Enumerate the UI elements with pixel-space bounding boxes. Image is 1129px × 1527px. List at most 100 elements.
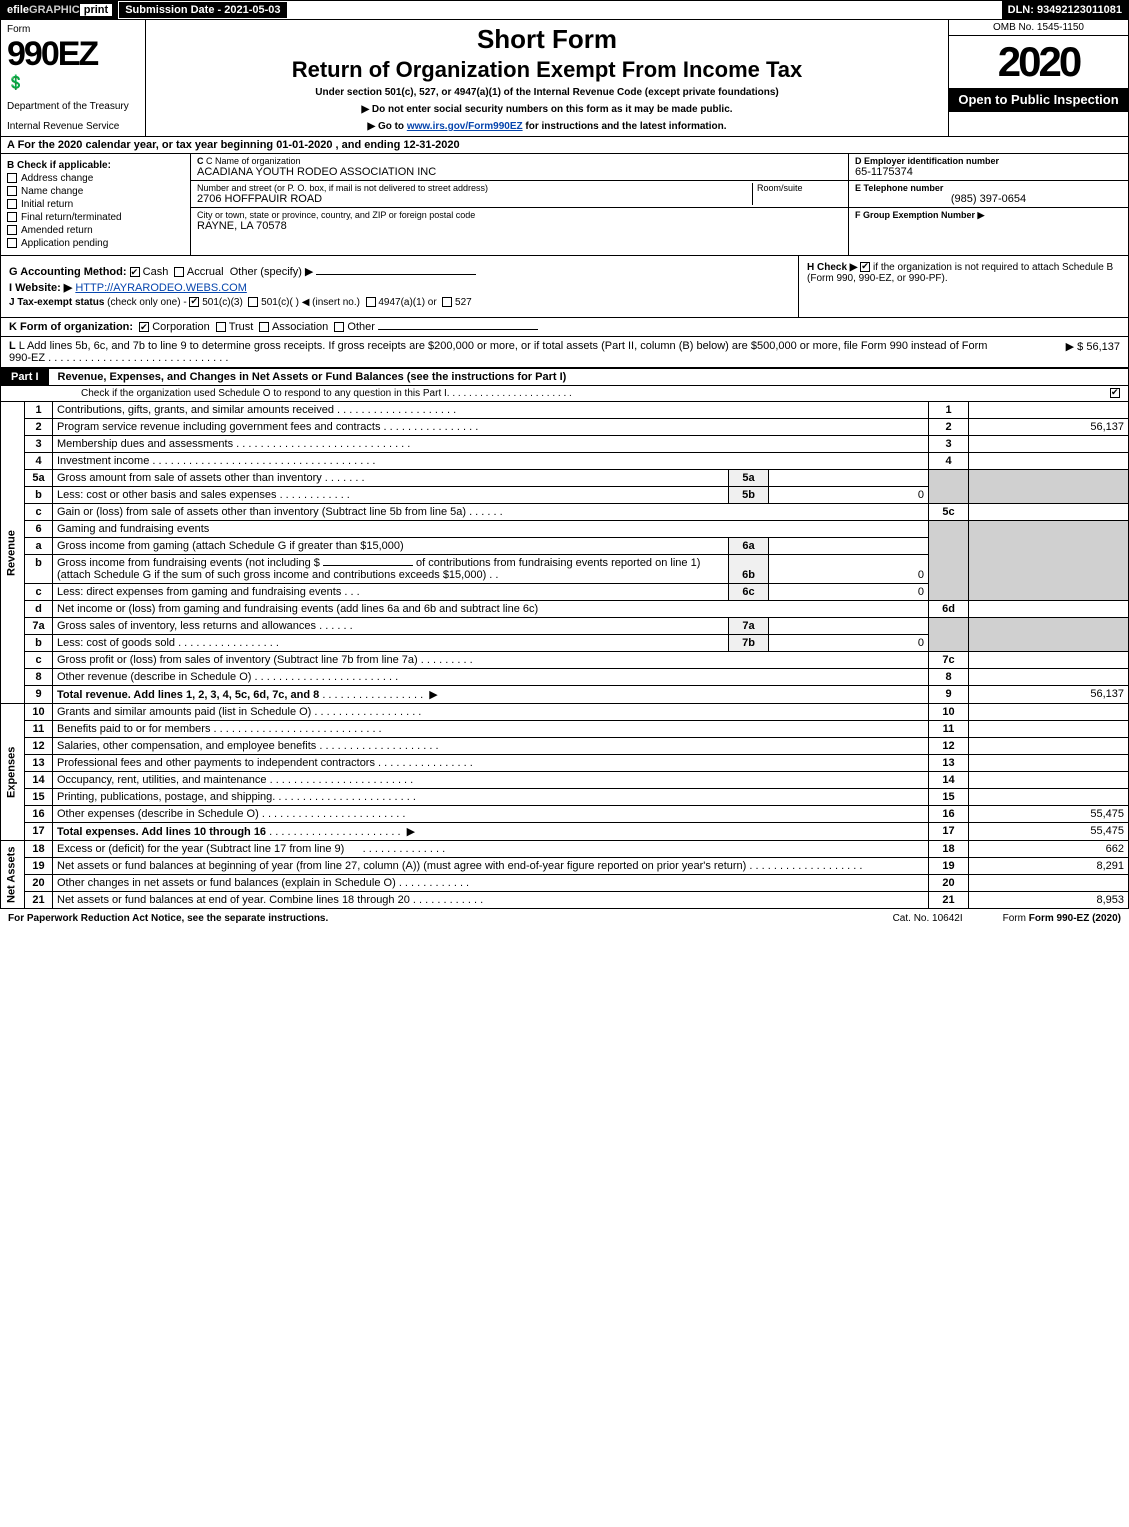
line-8: 8 Other revenue (describe in Schedule O)… bbox=[1, 669, 1129, 686]
row-a-tax-year: A For the 2020 calendar year, or tax yea… bbox=[0, 137, 1129, 154]
short-form-title: Short Form bbox=[477, 24, 617, 55]
h-right: H Check ▶ if the organization is not req… bbox=[798, 256, 1128, 317]
chk-4947[interactable] bbox=[366, 297, 376, 307]
pra-notice: For Paperwork Reduction Act Notice, see … bbox=[8, 913, 328, 924]
chk-corp[interactable] bbox=[139, 322, 149, 332]
form-word: Form bbox=[7, 24, 139, 35]
city-row: City or town, state or province, country… bbox=[191, 208, 848, 234]
tax-year: 2020 bbox=[949, 36, 1128, 88]
goto-post: for instructions and the latest informat… bbox=[525, 121, 726, 132]
part1-sub: Check if the organization used Schedule … bbox=[0, 386, 1129, 401]
chk-other[interactable] bbox=[334, 322, 344, 332]
section-b-checks: B Check if applicable: Address change Na… bbox=[1, 154, 191, 255]
part1-header: Part I Revenue, Expenses, and Changes in… bbox=[0, 368, 1129, 386]
website-link[interactable]: HTTP://AYRARODEO.WEBS.COM bbox=[75, 282, 247, 294]
line-7a: 7a Gross sales of inventory, less return… bbox=[1, 618, 1129, 635]
street-row: Number and street (or P. O. box, if mail… bbox=[191, 181, 848, 208]
chk-accrual[interactable] bbox=[174, 267, 184, 277]
open-to-public: Open to Public Inspection bbox=[949, 88, 1128, 112]
c-name-row: C C Name of organization ACADIANA YOUTH … bbox=[191, 154, 848, 181]
submission-date: Submission Date - 2021-05-03 bbox=[118, 1, 287, 19]
chk-application-pending[interactable]: Application pending bbox=[7, 238, 184, 249]
line-21: 21 Net assets or fund balances at end of… bbox=[1, 892, 1129, 909]
catalog-number: Cat. No. 10642I bbox=[893, 913, 963, 924]
line-1: Revenue 1 Contributions, gifts, grants, … bbox=[1, 402, 1129, 419]
j-tax-exempt: J Tax-exempt status (check only one) - 5… bbox=[9, 297, 790, 308]
goto-pre: ▶ Go to bbox=[367, 121, 406, 132]
part1-table: Revenue 1 Contributions, gifts, grants, … bbox=[0, 401, 1129, 909]
dept-treasury: Department of the Treasury bbox=[7, 101, 139, 112]
no-ssn-note: ▶ Do not enter social security numbers o… bbox=[361, 104, 732, 115]
l-gross-receipts: L L Add lines 5b, 6c, and 7b to line 9 t… bbox=[0, 337, 1129, 368]
g-accounting: G Accounting Method: Cash Accrual Other … bbox=[9, 265, 790, 278]
room-label: Room/suite bbox=[757, 183, 842, 193]
chk-amended-return[interactable]: Amended return bbox=[7, 225, 184, 236]
efile-print[interactable]: print bbox=[80, 4, 112, 16]
irs: Internal Revenue Service bbox=[7, 121, 139, 132]
line-5c: c Gain or (loss) from sale of assets oth… bbox=[1, 504, 1129, 521]
chk-trust[interactable] bbox=[216, 322, 226, 332]
section-c-address: C C Name of organization ACADIANA YOUTH … bbox=[191, 154, 848, 255]
chk-cash[interactable] bbox=[130, 267, 140, 277]
efile-graphic: GRAPHIC bbox=[29, 4, 80, 16]
d-ein: D Employer identification number 65-1175… bbox=[849, 154, 1128, 181]
e-label: E Telephone number bbox=[855, 183, 1122, 193]
line-15: 15 Printing, publications, postage, and … bbox=[1, 789, 1129, 806]
g-label: G Accounting Method: bbox=[9, 266, 127, 278]
chk-assoc[interactable] bbox=[259, 322, 269, 332]
l-amount: ▶ $ 56,137 bbox=[1010, 340, 1120, 364]
line-2: 2 Program service revenue including gove… bbox=[1, 419, 1129, 436]
gij-left: G Accounting Method: Cash Accrual Other … bbox=[1, 256, 798, 317]
j-label: J Tax-exempt status bbox=[9, 297, 104, 308]
chk-527[interactable] bbox=[442, 297, 452, 307]
c-label: C C Name of organization bbox=[197, 156, 842, 166]
page-footer: For Paperwork Reduction Act Notice, see … bbox=[0, 909, 1129, 928]
treasury-seal-icon: 💲 bbox=[7, 74, 139, 91]
d-label: D Employer identification number bbox=[855, 156, 1122, 166]
chk-schedule-o[interactable] bbox=[1110, 388, 1120, 398]
city-value: RAYNE, LA 70578 bbox=[197, 220, 842, 232]
section-def: D Employer identification number 65-1175… bbox=[848, 154, 1128, 255]
line-5a: 5a Gross amount from sale of assets othe… bbox=[1, 470, 1129, 487]
line-10: Expenses 10 Grants and similar amounts p… bbox=[1, 704, 1129, 721]
org-name: ACADIANA YOUTH RODEO ASSOCIATION INC bbox=[197, 166, 842, 178]
form-header: Form 990EZ 💲 Department of the Treasury … bbox=[0, 20, 1129, 137]
efile-bold: efile bbox=[7, 4, 29, 16]
chk-name-change[interactable]: Name change bbox=[7, 186, 184, 197]
chk-final-return[interactable]: Final return/terminated bbox=[7, 212, 184, 223]
b-label: B Check if applicable: bbox=[7, 160, 184, 171]
line-13: 13 Professional fees and other payments … bbox=[1, 755, 1129, 772]
line-19: 19 Net assets or fund balances at beginn… bbox=[1, 858, 1129, 875]
chk-h[interactable] bbox=[860, 262, 870, 272]
expenses-side-label: Expenses bbox=[1, 704, 25, 841]
return-title: Return of Organization Exempt From Incom… bbox=[292, 57, 803, 83]
line-12: 12 Salaries, other compensation, and emp… bbox=[1, 738, 1129, 755]
chk-501c3[interactable] bbox=[189, 297, 199, 307]
under-section: Under section 501(c), 527, or 4947(a)(1)… bbox=[315, 87, 778, 98]
h-label: H Check ▶ bbox=[807, 262, 860, 273]
line-14: 14 Occupancy, rent, utilities, and maint… bbox=[1, 772, 1129, 789]
chk-501c[interactable] bbox=[248, 297, 258, 307]
i-label: I Website: ▶ bbox=[9, 282, 72, 294]
city-label: City or town, state or province, country… bbox=[197, 210, 842, 220]
dln: DLN: 93492123011081 bbox=[1002, 1, 1128, 19]
line-9: 9 Total revenue. Add lines 1, 2, 3, 4, 5… bbox=[1, 686, 1129, 704]
f-group: F Group Exemption Number ▶ bbox=[849, 208, 1128, 223]
street-value: 2706 HOFFPAUIR ROAD bbox=[197, 193, 752, 205]
e-value: (985) 397-0654 bbox=[855, 193, 1122, 205]
header-left: Form 990EZ 💲 Department of the Treasury … bbox=[1, 20, 146, 136]
line-17: 17 Total expenses. Add lines 10 through … bbox=[1, 823, 1129, 841]
line-4: 4 Investment income . . . . . . . . . . … bbox=[1, 453, 1129, 470]
d-value: 65-1175374 bbox=[855, 166, 1122, 178]
top-bar: efile GRAPHIC print Submission Date - 20… bbox=[0, 0, 1129, 20]
header-right: OMB No. 1545-1150 2020 Open to Public In… bbox=[948, 20, 1128, 136]
form-footer: Form Form 990-EZ (2020) bbox=[1003, 913, 1121, 924]
line-6d: d Net income or (loss) from gaming and f… bbox=[1, 601, 1129, 618]
header-mid: Short Form Return of Organization Exempt… bbox=[146, 20, 948, 136]
goto-link[interactable]: www.irs.gov/Form990EZ bbox=[407, 121, 523, 132]
chk-initial-return[interactable]: Initial return bbox=[7, 199, 184, 210]
entity-block: B Check if applicable: Address change Na… bbox=[0, 154, 1129, 256]
ghi-block: G Accounting Method: Cash Accrual Other … bbox=[0, 256, 1129, 318]
k-form-org: K Form of organization: Corporation Trus… bbox=[0, 318, 1129, 337]
chk-address-change[interactable]: Address change bbox=[7, 173, 184, 184]
